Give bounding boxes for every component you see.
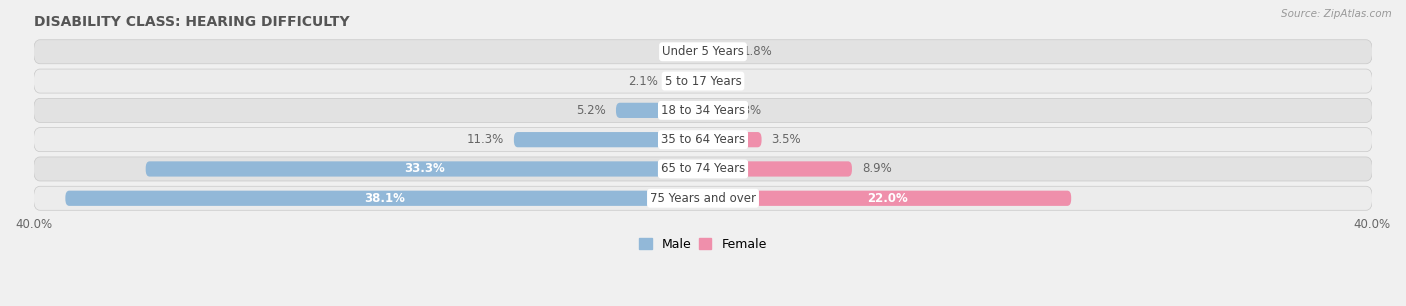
Text: 0.0%: 0.0% [664, 45, 693, 58]
FancyBboxPatch shape [616, 103, 703, 118]
Text: 65 to 74 Years: 65 to 74 Years [661, 162, 745, 175]
FancyBboxPatch shape [34, 186, 1372, 210]
Text: 11.3%: 11.3% [467, 133, 503, 146]
FancyBboxPatch shape [703, 103, 714, 118]
Text: 0.0%: 0.0% [713, 75, 742, 88]
Text: Source: ZipAtlas.com: Source: ZipAtlas.com [1281, 9, 1392, 19]
Text: 18 to 34 Years: 18 to 34 Years [661, 104, 745, 117]
Text: 5 to 17 Years: 5 to 17 Years [665, 75, 741, 88]
FancyBboxPatch shape [703, 132, 762, 147]
Text: 38.1%: 38.1% [364, 192, 405, 205]
FancyBboxPatch shape [703, 161, 852, 177]
FancyBboxPatch shape [513, 132, 703, 147]
FancyBboxPatch shape [34, 40, 1372, 64]
Text: DISABILITY CLASS: HEARING DIFFICULTY: DISABILITY CLASS: HEARING DIFFICULTY [34, 15, 349, 29]
Text: 75 Years and over: 75 Years and over [650, 192, 756, 205]
Text: Under 5 Years: Under 5 Years [662, 45, 744, 58]
FancyBboxPatch shape [34, 128, 1372, 152]
Text: 3.5%: 3.5% [772, 133, 801, 146]
FancyBboxPatch shape [146, 161, 703, 177]
Text: 0.68%: 0.68% [724, 104, 762, 117]
Text: 2.1%: 2.1% [628, 75, 658, 88]
FancyBboxPatch shape [34, 157, 1372, 181]
Text: 33.3%: 33.3% [404, 162, 444, 175]
FancyBboxPatch shape [65, 191, 703, 206]
Text: 8.9%: 8.9% [862, 162, 891, 175]
Legend: Male, Female: Male, Female [634, 233, 772, 256]
FancyBboxPatch shape [668, 73, 703, 89]
Text: 22.0%: 22.0% [866, 192, 907, 205]
Text: 1.8%: 1.8% [744, 45, 773, 58]
Text: 35 to 64 Years: 35 to 64 Years [661, 133, 745, 146]
FancyBboxPatch shape [703, 44, 733, 59]
FancyBboxPatch shape [34, 69, 1372, 93]
FancyBboxPatch shape [703, 191, 1071, 206]
FancyBboxPatch shape [34, 98, 1372, 122]
Text: 5.2%: 5.2% [576, 104, 606, 117]
